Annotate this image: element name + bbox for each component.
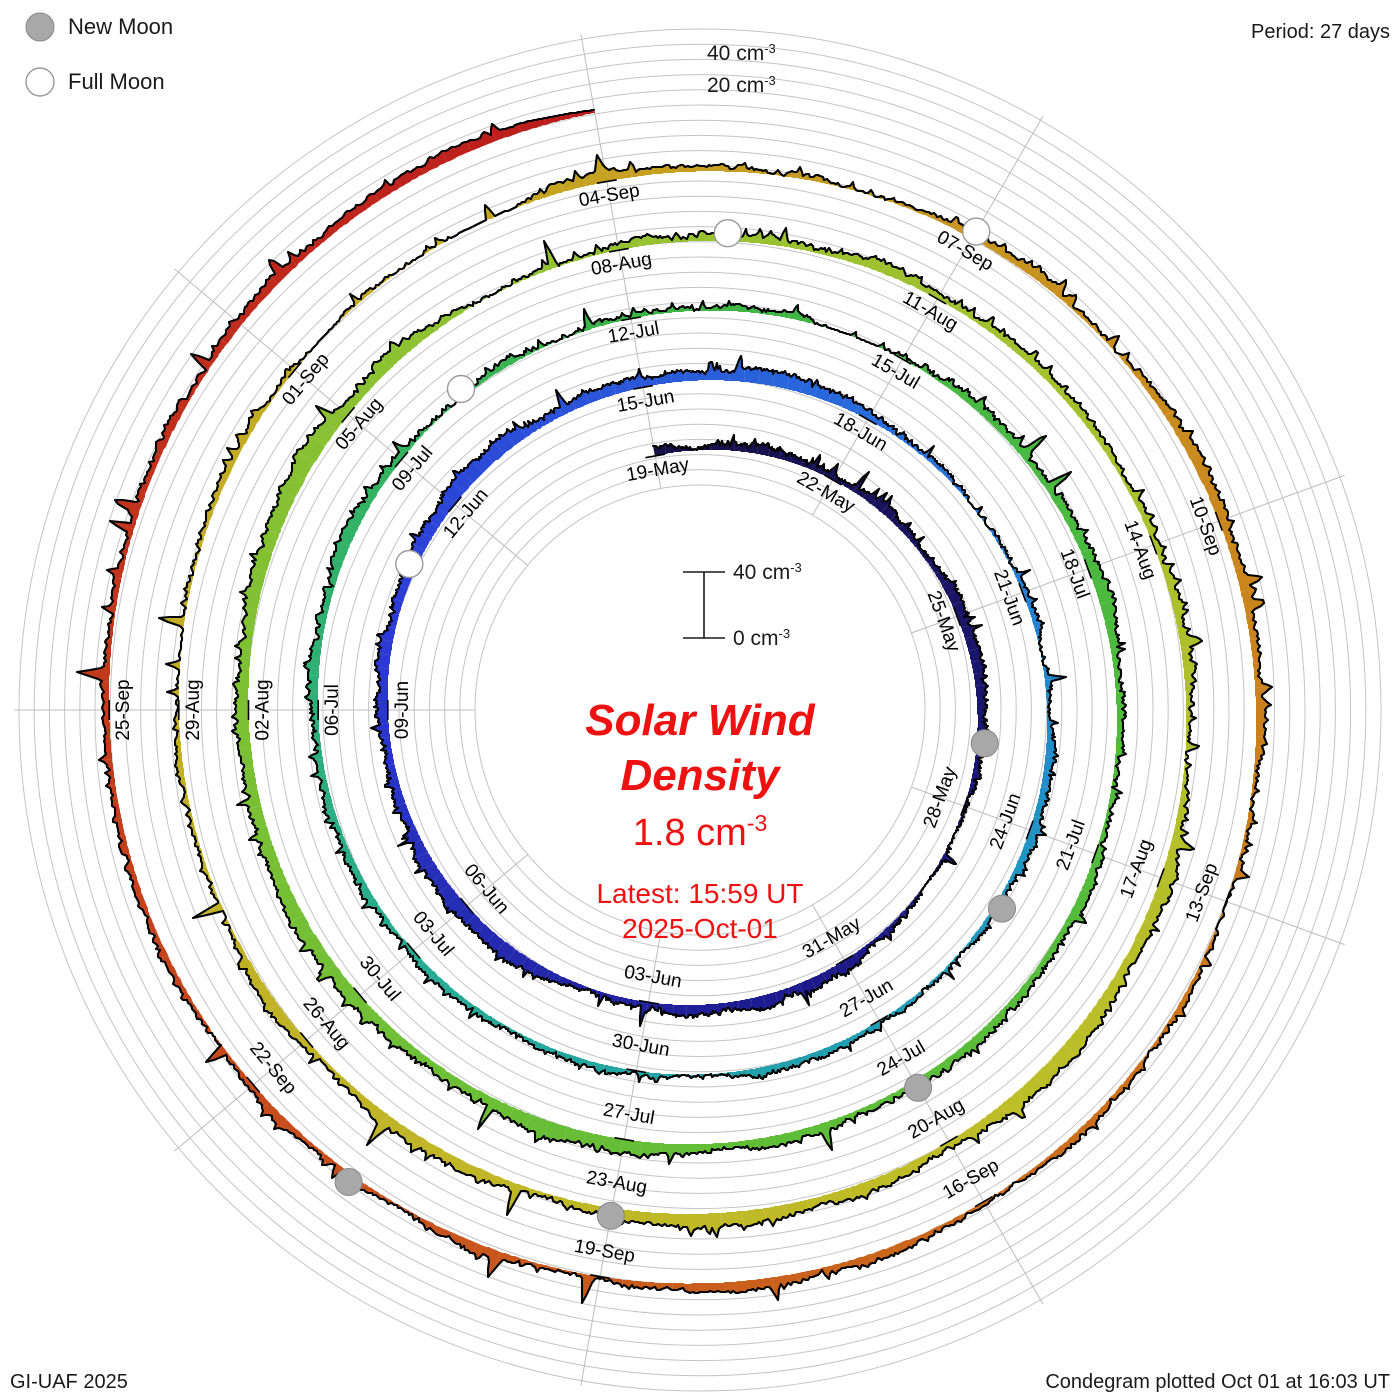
svg-text:27-Jul: 27-Jul: [601, 1099, 656, 1129]
svg-text:02-Aug: 02-Aug: [253, 679, 274, 740]
svg-text:17-Aug: 17-Aug: [1116, 837, 1157, 902]
svg-text:29-Aug: 29-Aug: [183, 679, 204, 740]
svg-text:19-May: 19-May: [625, 454, 692, 486]
svg-text:Latest: 15:59 UT: Latest: 15:59 UT: [596, 878, 803, 909]
svg-text:21-Jun: 21-Jun: [989, 567, 1029, 629]
svg-text:28-May: 28-May: [920, 764, 962, 831]
svg-text:19-Sep: 19-Sep: [573, 1236, 637, 1267]
svg-text:30-Jun: 30-Jun: [610, 1030, 671, 1061]
svg-text:1.8 cm-3: 1.8 cm-3: [633, 810, 768, 854]
svg-text:40 cm-3: 40 cm-3: [707, 41, 776, 65]
svg-text:27-Jun: 27-Jun: [836, 975, 897, 1022]
svg-text:Period: 27 days: Period: 27 days: [1251, 21, 1390, 43]
svg-text:40 cm-3: 40 cm-3: [733, 560, 802, 584]
svg-text:25-Sep: 25-Sep: [113, 679, 134, 740]
svg-text:New Moon: New Moon: [68, 14, 173, 39]
svg-text:Solar Wind: Solar Wind: [585, 696, 816, 745]
svg-text:2025-Oct-01: 2025-Oct-01: [622, 913, 778, 944]
svg-text:06-Jul: 06-Jul: [322, 684, 343, 736]
svg-text:Full Moon: Full Moon: [68, 69, 165, 94]
svg-text:23-Aug: 23-Aug: [585, 1167, 649, 1198]
svg-text:09-Jun: 09-Jun: [392, 681, 413, 739]
svg-text:12-Jul: 12-Jul: [606, 318, 661, 348]
svg-text:Density: Density: [621, 751, 782, 800]
svg-text:0 cm-3: 0 cm-3: [733, 626, 790, 650]
svg-text:GI-UAF 2025: GI-UAF 2025: [10, 1371, 128, 1393]
svg-text:Condegram plotted Oct 01 at 16: Condegram plotted Oct 01 at 16:03 UT: [1045, 1371, 1390, 1393]
